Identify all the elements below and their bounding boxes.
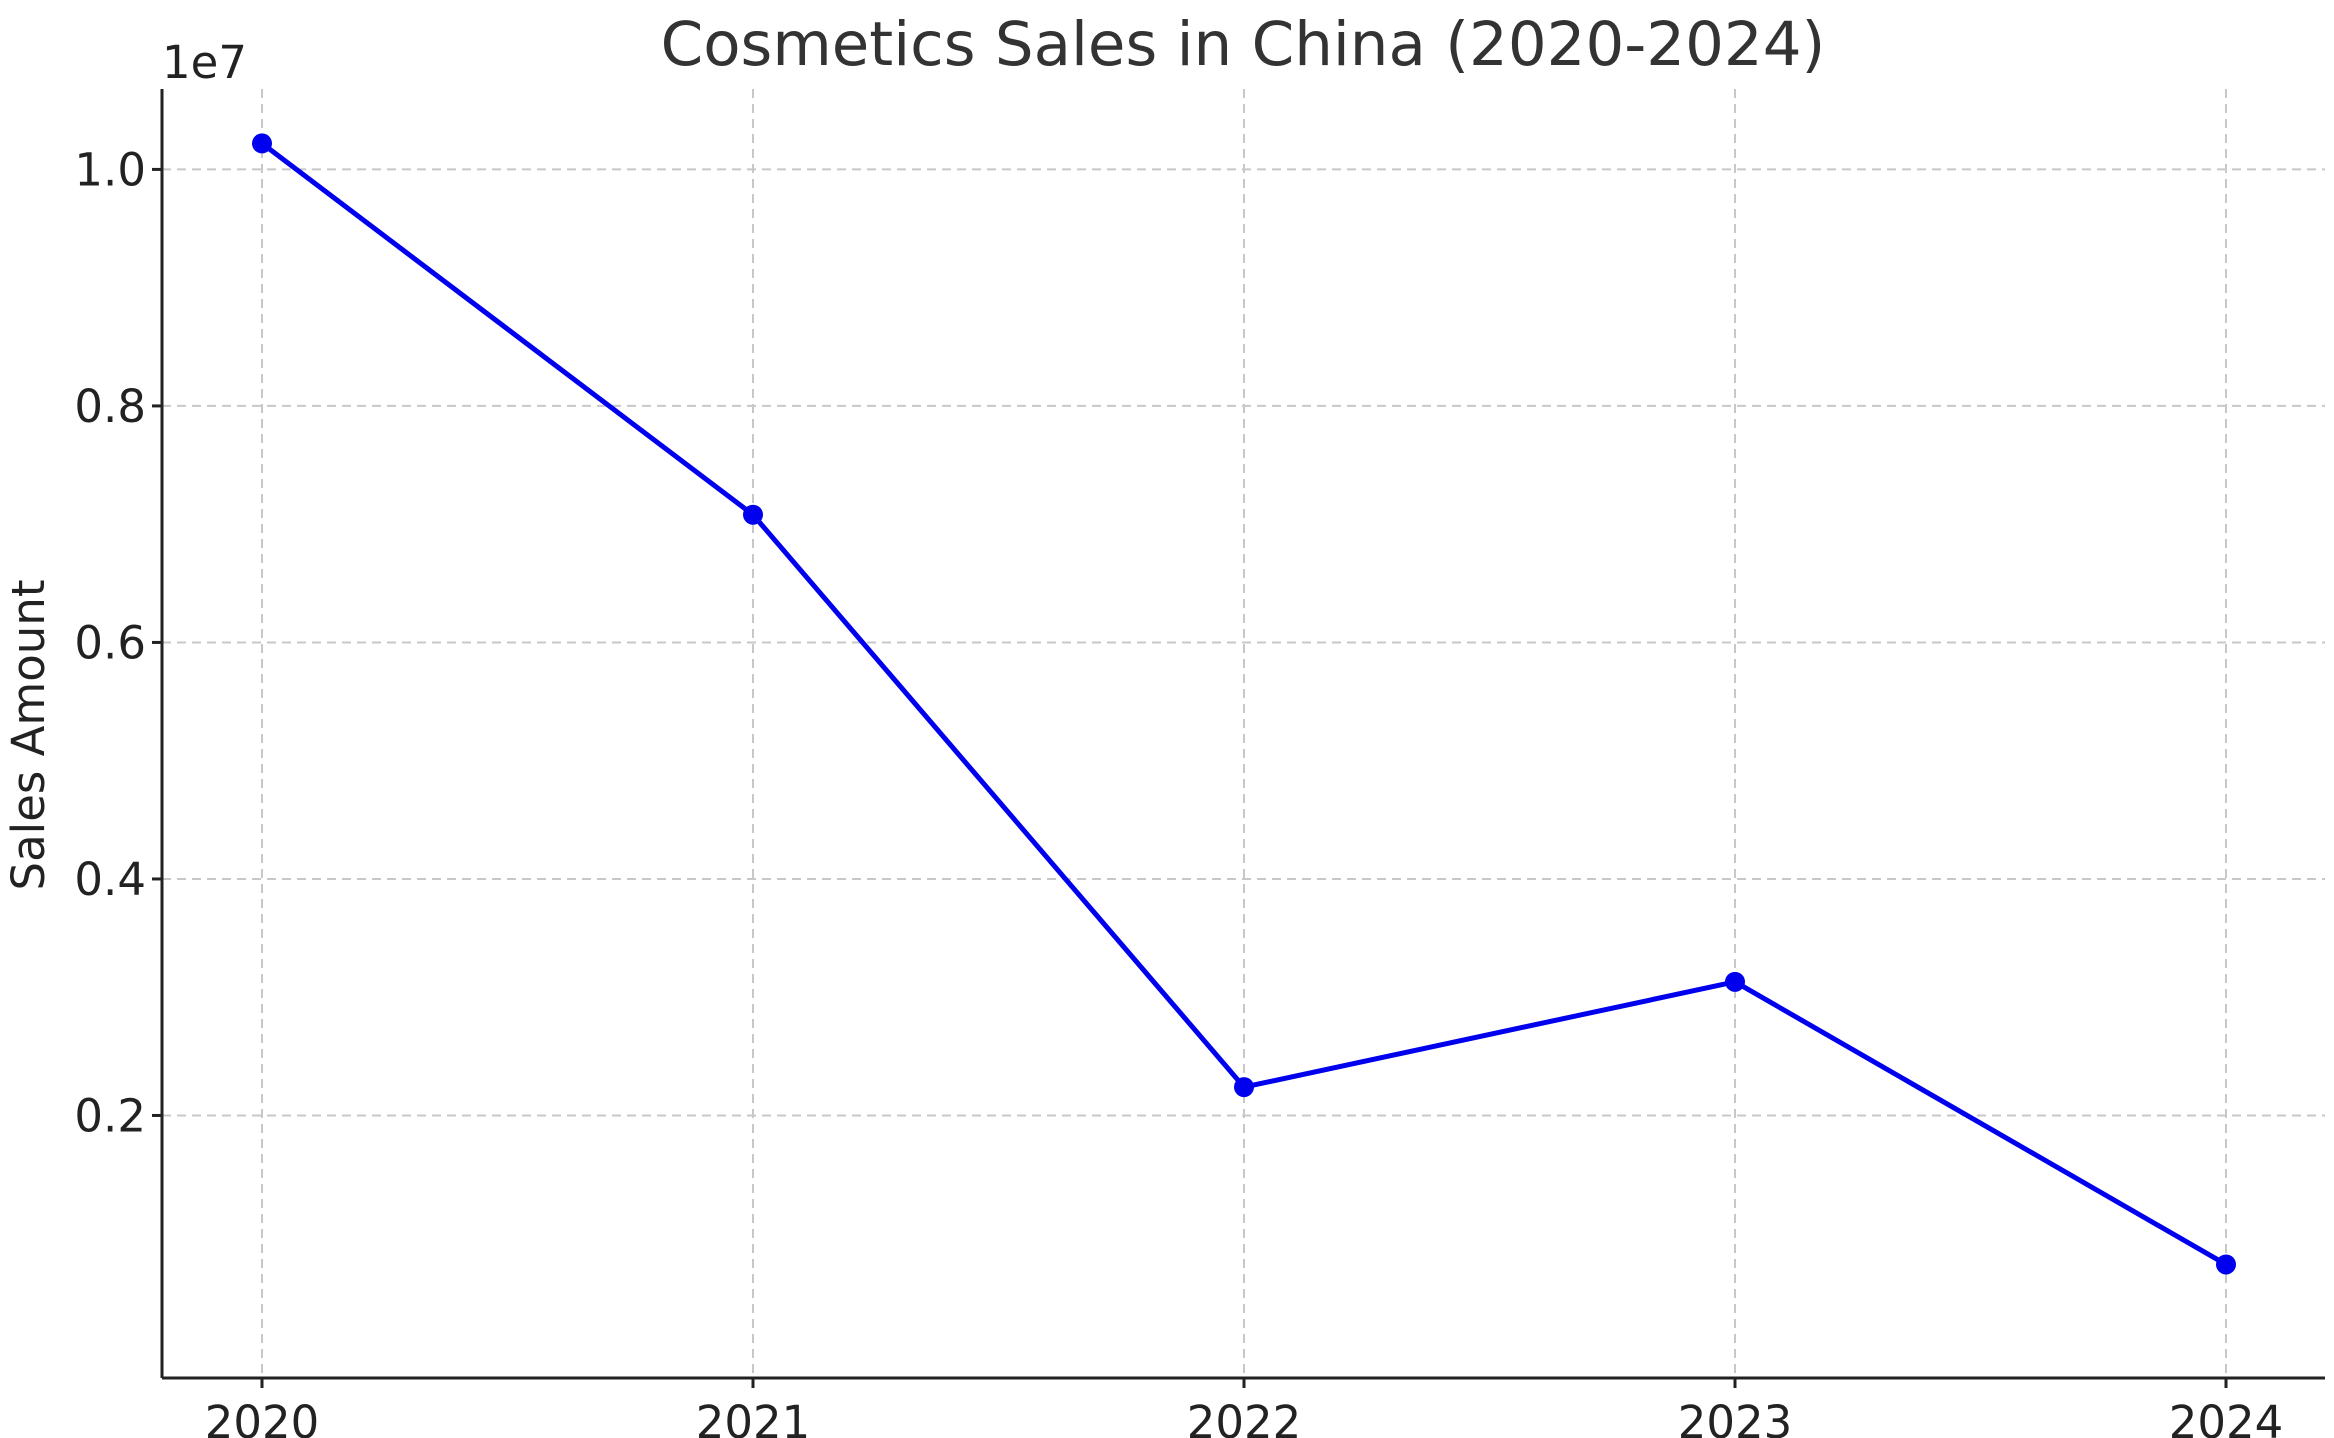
series-layer — [252, 133, 2236, 1275]
grid-layer — [162, 89, 2325, 1378]
y-tick-label: 0.6 — [74, 616, 146, 669]
x-tick-label: 2023 — [1678, 1396, 1793, 1438]
x-tick-label: 2022 — [1187, 1396, 1302, 1438]
ticks-layer: 2020 2021 2022 2023 2024 0.2 0.4 0.6 0.8 1.0 — [74, 143, 2283, 1438]
chart-title: Cosmetics Sales in China (2020-2024) — [661, 9, 1826, 80]
data-point — [2216, 1254, 2236, 1275]
x-tick-label: 2020 — [205, 1396, 320, 1438]
data-point — [743, 504, 763, 525]
y-offset-label: 1e7 — [162, 36, 247, 89]
data-point — [1725, 971, 1745, 992]
y-axis-label: Sales Amount — [2, 580, 55, 891]
x-tick-label: 2024 — [2169, 1396, 2284, 1438]
data-point — [252, 133, 272, 154]
x-tick-label: 2021 — [696, 1396, 811, 1438]
y-tick-label: 0.4 — [74, 853, 146, 906]
y-tick-label: 0.2 — [74, 1089, 146, 1142]
y-tick-label: 0.8 — [74, 380, 146, 433]
data-point — [1234, 1077, 1254, 1098]
y-tick-label: 1.0 — [74, 143, 146, 196]
